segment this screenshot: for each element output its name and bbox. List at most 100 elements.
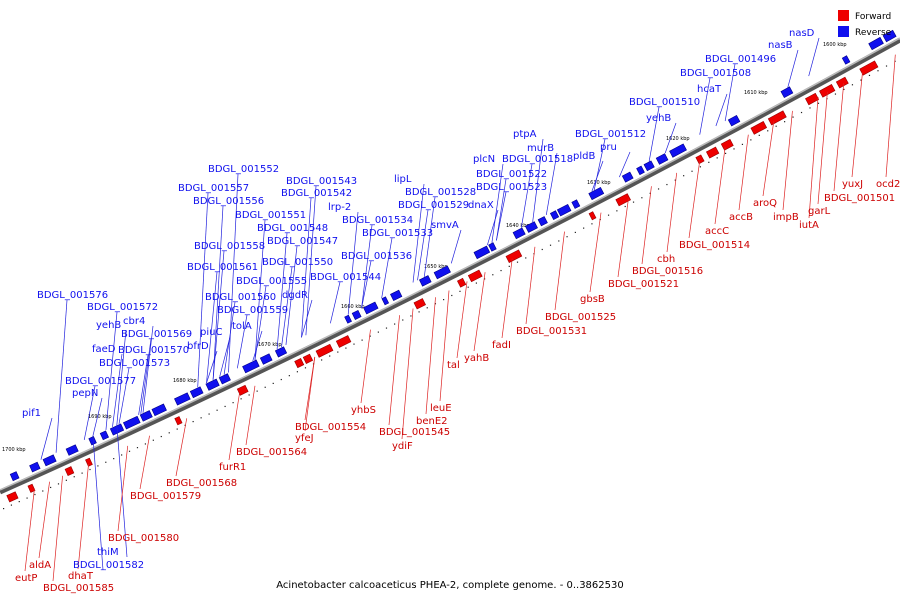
gene-label[interactable]: BDGL_001528 — [405, 187, 476, 198]
reverse-gene[interactable] — [390, 289, 403, 302]
gene-label[interactable]: BDGL_001551 — [235, 210, 306, 221]
gene-label[interactable]: yehB — [646, 113, 671, 124]
gene-label[interactable]: yahB — [464, 353, 489, 364]
reverse-gene[interactable] — [29, 461, 41, 473]
gene-label[interactable]: ocd2 — [876, 179, 900, 190]
forward-gene[interactable] — [859, 60, 879, 76]
gene-label[interactable]: BDGL_001525 — [545, 312, 616, 323]
reverse-gene[interactable] — [363, 301, 379, 315]
reverse-gene[interactable] — [868, 36, 884, 51]
gene-label[interactable]: BDGL_001536 — [341, 251, 412, 262]
reverse-gene[interactable] — [242, 359, 260, 374]
gene-label[interactable]: dnaX — [468, 200, 494, 211]
forward-gene[interactable] — [174, 416, 183, 426]
gene-label[interactable]: BDGL_001516 — [632, 266, 703, 277]
forward-gene[interactable] — [302, 353, 314, 364]
gene-label[interactable]: BDGL_001518 — [502, 154, 573, 165]
gene-label[interactable]: fadI — [492, 340, 511, 351]
reverse-gene[interactable] — [174, 392, 191, 406]
reverse-gene[interactable] — [841, 55, 851, 65]
gene-label[interactable]: benE2 — [416, 416, 448, 427]
reverse-gene[interactable] — [9, 471, 20, 482]
gene-label[interactable]: cbh — [657, 254, 675, 265]
gene-label[interactable]: BDGL_001496 — [705, 54, 776, 65]
gene-label[interactable]: leuE — [430, 403, 452, 414]
gene-label[interactable]: BDGL_001521 — [608, 279, 679, 290]
forward-gene[interactable] — [750, 121, 768, 135]
gene-label[interactable]: BDGL_001568 — [166, 478, 237, 489]
gene-label[interactable]: piuC — [200, 327, 222, 338]
reverse-gene[interactable] — [344, 314, 352, 324]
gene-label[interactable]: BDGL_001523 — [476, 182, 547, 193]
gene-label[interactable]: BDGL_001570 — [118, 345, 189, 356]
gene-label[interactable]: gbsB — [580, 294, 605, 305]
gene-label[interactable]: BDGL_001573 — [99, 358, 170, 369]
forward-gene[interactable] — [720, 138, 734, 151]
gene-label[interactable]: BDGL_001533 — [362, 228, 433, 239]
gene-label[interactable]: aldA — [29, 560, 51, 571]
reverse-gene[interactable] — [433, 265, 451, 280]
forward-gene[interactable] — [457, 277, 467, 288]
gene-label[interactable]: BDGL_001529 — [398, 200, 469, 211]
forward-gene[interactable] — [85, 457, 93, 467]
gene-label[interactable]: yfeJ — [295, 433, 314, 444]
forward-gene[interactable] — [6, 491, 19, 503]
gene-label[interactable]: BDGL_001514 — [679, 240, 750, 251]
gene-label[interactable]: iutA — [799, 220, 819, 231]
reverse-gene[interactable] — [621, 171, 634, 183]
gene-label[interactable]: BDGL_001547 — [267, 236, 338, 247]
reverse-gene[interactable] — [556, 203, 572, 217]
reverse-gene[interactable] — [381, 296, 390, 306]
forward-gene[interactable] — [835, 76, 849, 89]
gene-label[interactable]: ptpA — [513, 129, 537, 140]
reverse-gene[interactable] — [351, 309, 362, 320]
gene-label[interactable]: hcaT — [697, 84, 722, 95]
reverse-gene[interactable] — [780, 86, 794, 99]
gene-label[interactable]: BDGL_001579 — [130, 491, 201, 502]
reverse-gene[interactable] — [473, 245, 491, 260]
gene-label[interactable]: ydiF — [392, 441, 413, 452]
reverse-gene[interactable] — [488, 242, 497, 252]
gene-label[interactable]: yuxJ — [842, 179, 863, 190]
gene-label[interactable]: BDGL_001543 — [286, 176, 357, 187]
forward-gene[interactable] — [413, 298, 426, 310]
forward-gene[interactable] — [695, 154, 705, 165]
gene-label[interactable]: BDGL_001576 — [37, 290, 108, 301]
reverse-gene[interactable] — [524, 221, 538, 233]
reverse-gene[interactable] — [274, 346, 288, 358]
gene-label[interactable]: BDGL_001582 — [73, 560, 144, 571]
gene-label[interactable]: bfrD — [187, 341, 209, 352]
gene-label[interactable]: eutP — [15, 573, 37, 584]
gene-label[interactable]: BDGL_001522 — [476, 169, 547, 180]
gene-label[interactable]: lrp-2 — [328, 202, 351, 213]
gene-label[interactable]: BDGL_001510 — [629, 97, 700, 108]
gene-label[interactable]: BDGL_001560 — [205, 292, 276, 303]
forward-gene[interactable] — [27, 483, 36, 493]
reverse-gene[interactable] — [65, 444, 79, 456]
gene-label[interactable]: tolA — [232, 321, 252, 332]
gene-label[interactable]: pif1 — [22, 408, 41, 419]
forward-gene[interactable] — [467, 269, 483, 283]
gene-label[interactable]: BDGL_001550 — [262, 257, 333, 268]
gene-label[interactable]: dhaT — [68, 571, 94, 582]
reverse-gene[interactable] — [189, 386, 204, 399]
gene-label[interactable]: BDGL_001542 — [281, 188, 352, 199]
forward-gene[interactable] — [588, 211, 597, 221]
reverse-gene[interactable] — [139, 410, 153, 422]
gene-label[interactable]: accB — [729, 212, 753, 223]
reverse-gene[interactable] — [259, 353, 273, 365]
gene-label[interactable]: BDGL_001557 — [178, 183, 249, 194]
forward-gene[interactable] — [505, 249, 523, 263]
reverse-gene[interactable] — [122, 415, 141, 430]
gene-label[interactable]: BDGL_001572 — [87, 302, 158, 313]
gene-label[interactable]: garL — [808, 206, 831, 217]
reverse-gene[interactable] — [571, 199, 581, 209]
gene-label[interactable]: dgdR — [282, 290, 308, 301]
gene-label[interactable]: BDGL_001556 — [193, 196, 264, 207]
reverse-gene[interactable] — [42, 454, 57, 467]
reverse-gene[interactable] — [588, 186, 605, 201]
gene-label[interactable]: furR1 — [219, 462, 246, 473]
gene-label[interactable]: aroQ — [753, 198, 777, 209]
gene-label[interactable]: BDGL_001534 — [342, 215, 413, 226]
gene-label[interactable]: BDGL_001512 — [575, 129, 646, 140]
